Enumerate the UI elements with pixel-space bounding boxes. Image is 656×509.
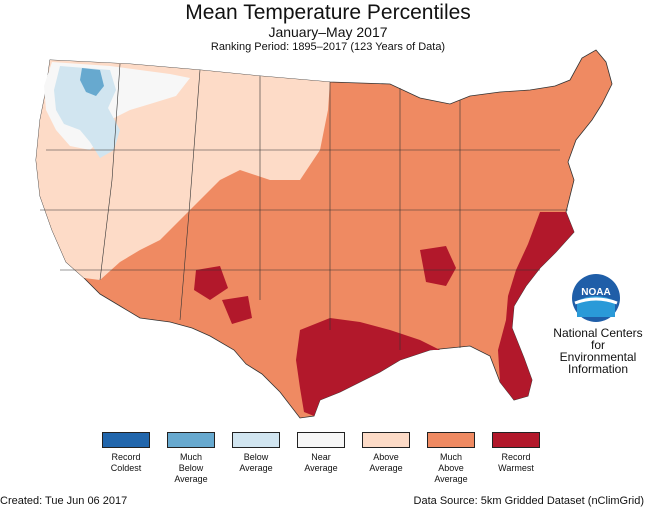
legend-swatch [297, 432, 345, 448]
legend-swatch [362, 432, 410, 448]
map-subtitle: January–May 2017 [268, 24, 388, 40]
legend-item-above-average: Above Average [356, 432, 416, 474]
west-texas-record-warmest [222, 296, 252, 324]
legend-label: Below Average [239, 452, 273, 473]
legend-label: Above Average [369, 452, 403, 473]
legend-item-much-below-average: Much Below Average [161, 432, 221, 485]
legend-swatch [167, 432, 215, 448]
legend-item-record-warmest: Record Warmest [486, 432, 546, 474]
ncei-line-2: Environmental [559, 350, 637, 364]
legend-label: Much Below Average [174, 452, 208, 484]
map-title: Mean Temperature Percentiles [185, 1, 471, 24]
gulf-record-warmest [296, 318, 440, 416]
legend-swatch [102, 432, 150, 448]
legend-label: Much Above Average [434, 452, 468, 484]
interior-record-warmest [420, 246, 456, 286]
southeast-record-warmest [498, 212, 574, 400]
ncei-line-1: National Centers for [553, 326, 643, 352]
data-source: Data Source: 5km Gridded Dataset (nClimG… [413, 495, 644, 507]
noaa-logo-text: NOAA [581, 287, 610, 298]
legend: Record Coldest Much Below Average Below Aver… [96, 432, 566, 492]
ranking-period: Ranking Period: 1895–2017 (123 Years of … [210, 41, 446, 53]
legend-swatch [492, 432, 540, 448]
legend-item-record-coldest: Record Coldest [96, 432, 156, 474]
much-below-average-patch [80, 68, 104, 96]
created-date: Created: Tue Jun 06 2017 [0, 495, 128, 507]
legend-swatch [427, 432, 475, 448]
legend-label: Record Warmest [498, 452, 534, 473]
ncei-label: National Centers for Environmental Infor… [548, 327, 648, 375]
legend-item-much-above-average: Much Above Average [421, 432, 481, 485]
legend-label: Near Average [304, 452, 338, 473]
ncei-line-3: Information [567, 362, 629, 376]
legend-item-near-average: Near Average [291, 432, 351, 474]
new-mexico-record-warmest [194, 266, 228, 300]
legend-swatch [232, 432, 280, 448]
legend-label: Record Coldest [110, 452, 142, 473]
state-boundaries [40, 63, 568, 350]
northwest-below-average [54, 66, 120, 158]
legend-item-below-average: Below Average [226, 432, 286, 474]
noaa-logo: NOAA [572, 274, 620, 322]
